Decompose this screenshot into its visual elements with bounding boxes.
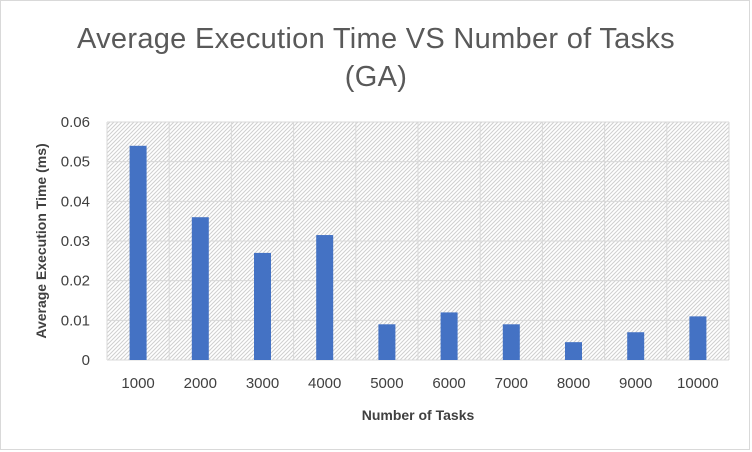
y-tick-label: 0.01 [61, 312, 90, 329]
bar-9000 [627, 332, 645, 360]
x-tick-labels: 1000 2000 3000 4000 5000 6000 7000 8000 9000 1000… [121, 375, 718, 392]
y-tick-label: 0.03 [61, 233, 90, 250]
x-tick-label: 7000 [495, 375, 528, 392]
x-tick-label: 2000 [184, 375, 217, 392]
x-tick-label: 4000 [308, 375, 341, 392]
y-tick-label: 0.02 [61, 273, 90, 290]
y-tick-label: 0.04 [61, 193, 90, 210]
gridlines [106, 121, 730, 361]
x-tick-label: 9000 [619, 375, 652, 392]
x-tick-label: 5000 [370, 375, 403, 392]
x-tick-label: 8000 [557, 375, 590, 392]
bars [129, 145, 707, 360]
bar-2000 [191, 217, 209, 360]
chart-title-line2: (GA) [344, 61, 408, 93]
x-tick-label: 3000 [246, 375, 279, 392]
y-tick-label: 0.06 [61, 114, 90, 131]
chart-title-line1: Average Execution Time VS Number of Task… [77, 23, 675, 55]
y-tick-label: 0.05 [61, 154, 90, 171]
y-axis-label: Average Execution Time (ms) [33, 143, 49, 338]
x-tick-label: 10000 [677, 375, 719, 392]
x-tick-label: 1000 [121, 375, 154, 392]
bar-7000 [502, 324, 520, 360]
bar-6000 [440, 312, 458, 360]
x-tick-label: 6000 [432, 375, 465, 392]
bar-3000 [254, 252, 271, 360]
chart-title: Average Execution Time VS Number of Task… [0, 20, 752, 96]
bar-4000 [316, 235, 334, 360]
bar-10000 [689, 316, 707, 360]
bar-5000 [378, 324, 396, 360]
y-tick-labels: 0 0.01 0.02 0.03 0.04 0.05 0.06 [61, 114, 90, 369]
bar-8000 [565, 342, 582, 360]
y-tick-label: 0 [82, 352, 90, 369]
x-axis-label: Number of Tasks [362, 407, 475, 423]
bar-1000 [129, 145, 147, 360]
